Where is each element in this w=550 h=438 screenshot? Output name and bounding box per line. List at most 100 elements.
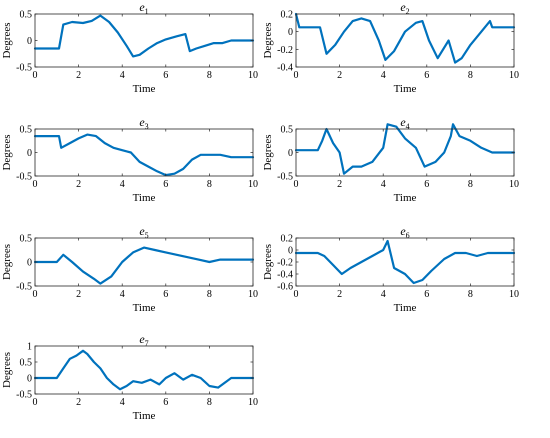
x-axis-label: Time <box>394 302 417 314</box>
x-tick-label: 0 <box>33 289 38 300</box>
y-axis-label: Degrees <box>262 22 274 58</box>
subplot-title-main: e <box>139 224 145 238</box>
x-tick-label: 4 <box>120 70 125 81</box>
y-tick-label: -0.4 <box>277 63 293 74</box>
axes-box <box>295 13 515 68</box>
y-tick-label: 0 <box>27 36 32 47</box>
y-tick-label: 0.2 <box>281 10 294 21</box>
axes-box <box>34 345 254 395</box>
x-tick-label: 2 <box>337 179 342 190</box>
x-tick-label: 10 <box>248 179 258 190</box>
series-line-5-1 <box>33 246 255 285</box>
x-tick-label: 4 <box>381 179 386 190</box>
y-tick-label: 0.5 <box>20 125 33 136</box>
x-tick-label: 6 <box>163 397 168 408</box>
x-tick-label: 6 <box>163 289 168 300</box>
subplot-title: e2 <box>400 0 409 16</box>
x-tick-label: 10 <box>248 289 258 300</box>
y-tick-label: 0 <box>27 374 32 385</box>
y-tick-label: -0.6 <box>277 282 293 293</box>
y-tick-label: 0.2 <box>281 234 294 245</box>
x-tick-label: 8 <box>207 179 212 190</box>
x-tick-label: 8 <box>207 289 212 300</box>
y-tick-label: -0.5 <box>16 172 32 183</box>
x-tick-label: 2 <box>76 289 81 300</box>
x-tick-label: 2 <box>76 397 81 408</box>
subplot-title-main: e <box>400 0 406 14</box>
subplot-title-subscript: 1 <box>145 7 149 16</box>
x-tick-label: 8 <box>468 289 473 300</box>
x-tick-label: 10 <box>248 397 258 408</box>
x-tick-label: 10 <box>509 70 519 81</box>
series-line-6-1 <box>294 239 516 285</box>
subplot-title: e7 <box>139 332 148 348</box>
x-tick-label: 6 <box>163 70 168 81</box>
y-tick-label: -0.4 <box>277 270 293 281</box>
x-tick-label: 2 <box>76 70 81 81</box>
y-axis-label: Degrees <box>1 22 13 58</box>
y-tick-label: 0.5 <box>20 358 33 369</box>
y-tick-label: 0 <box>288 27 293 38</box>
y-axis-label: Degrees <box>1 134 13 170</box>
subplot-title-main: e <box>400 115 406 129</box>
y-axis-label: Degrees <box>262 134 274 170</box>
series-line-7-1 <box>33 349 255 391</box>
y-tick-label: 0.5 <box>281 125 294 136</box>
x-tick-label: 2 <box>337 70 342 81</box>
x-tick-label: 8 <box>207 397 212 408</box>
y-tick-label: 0 <box>27 148 32 159</box>
x-tick-label: 4 <box>120 397 125 408</box>
x-tick-label: 0 <box>33 397 38 408</box>
y-tick-label: -0.5 <box>277 172 293 183</box>
series-line-3-1 <box>33 133 255 177</box>
subplot-title-subscript: 3 <box>145 122 149 131</box>
y-tick-label: 0 <box>288 246 293 257</box>
x-tick-label: 6 <box>424 179 429 190</box>
series-line-4-1 <box>294 123 516 175</box>
x-tick-label: 0 <box>294 179 299 190</box>
x-tick-label: 8 <box>468 179 473 190</box>
x-tick-label: 4 <box>120 289 125 300</box>
subplot-title: e1 <box>139 0 148 16</box>
axes-box <box>34 237 254 287</box>
subplot-title-main: e <box>400 224 406 238</box>
x-tick-label: 0 <box>33 70 38 81</box>
subplot-title-subscript: 6 <box>406 231 410 240</box>
subplot-title: e4 <box>400 115 409 131</box>
x-tick-label: 4 <box>381 289 386 300</box>
y-tick-label: -0.5 <box>16 63 32 74</box>
y-tick-label: -0.2 <box>277 45 293 56</box>
x-tick-label: 4 <box>120 179 125 190</box>
subplot-title: e6 <box>400 224 409 240</box>
x-tick-label: 10 <box>509 289 519 300</box>
subplot-title-subscript: 7 <box>145 339 149 348</box>
subplot-title: e5 <box>139 224 148 240</box>
axes-box <box>34 13 254 68</box>
x-tick-label: 8 <box>207 70 212 81</box>
subplot-title-subscript: 4 <box>406 122 410 131</box>
y-axis-label: Degrees <box>1 244 13 280</box>
x-tick-label: 0 <box>294 70 299 81</box>
y-tick-label: 0 <box>288 148 293 159</box>
x-axis-label: Time <box>133 410 156 422</box>
y-axis-label: Degrees <box>1 352 13 388</box>
series-line-2-1 <box>294 12 516 64</box>
axes-box <box>34 128 254 177</box>
subplot-title-main: e <box>139 332 145 346</box>
x-tick-label: 4 <box>381 70 386 81</box>
y-tick-label: 1 <box>27 342 32 353</box>
subplot-title-subscript: 2 <box>406 7 410 16</box>
subplot-title-main: e <box>139 0 145 14</box>
series-line-1-1 <box>33 14 255 58</box>
y-axis-label: Degrees <box>262 244 274 280</box>
y-tick-label: 0 <box>27 258 32 269</box>
x-tick-label: 6 <box>424 289 429 300</box>
x-tick-label: 6 <box>163 179 168 190</box>
y-tick-label: -0.5 <box>16 390 32 401</box>
